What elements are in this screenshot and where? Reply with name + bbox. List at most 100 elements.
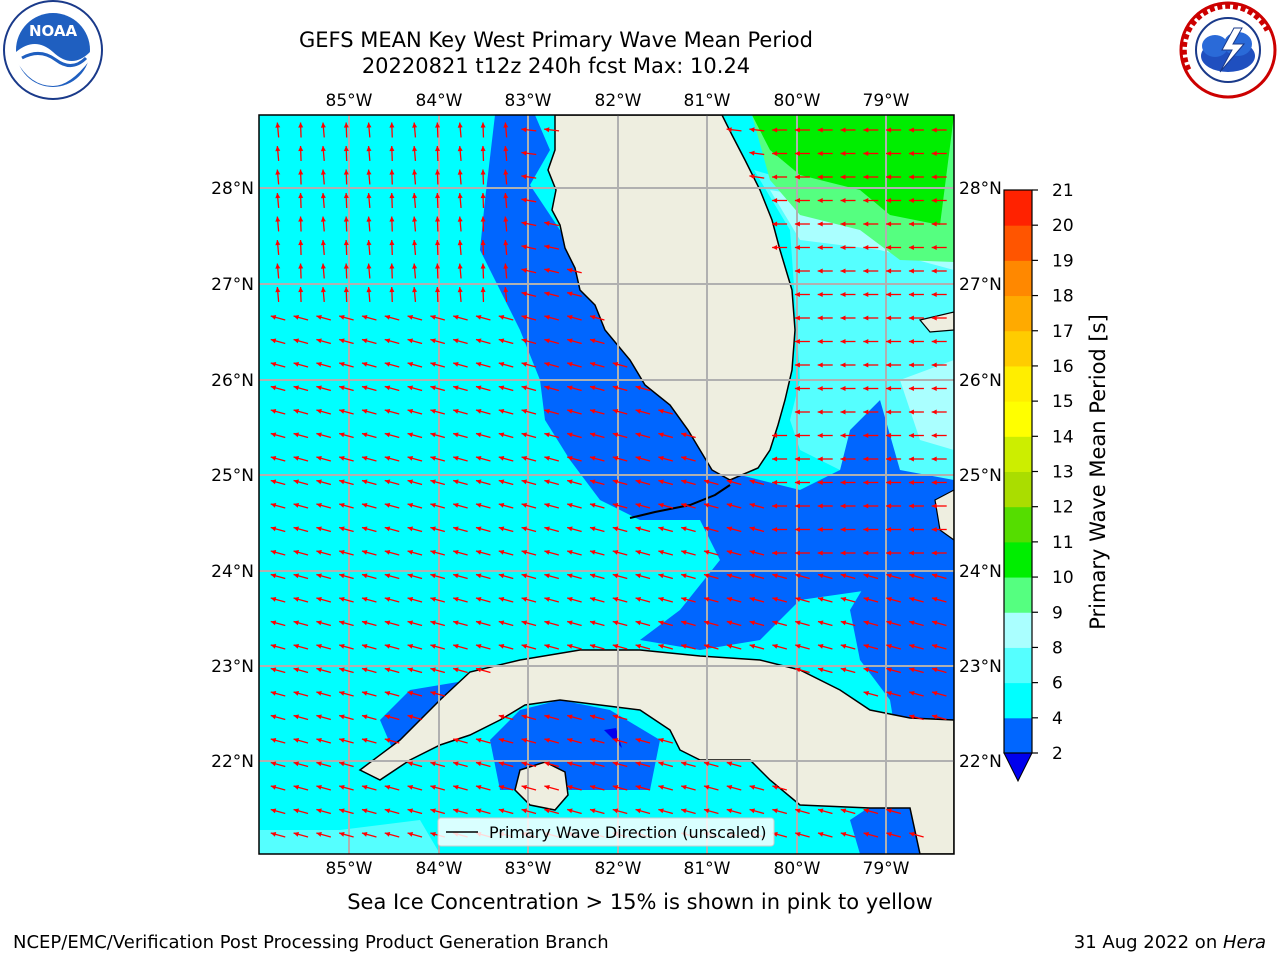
florida-keys — [629, 484, 731, 519]
wave-arrow-head — [480, 287, 486, 293]
wave-arrow-head — [749, 479, 756, 485]
wave-arrow-head — [498, 737, 505, 743]
wave-arrow-head — [886, 268, 892, 274]
wave-arrow-head — [316, 526, 322, 532]
wave-arrow-head — [931, 221, 937, 227]
wave-arrow-head — [435, 122, 441, 128]
wave-arrow-head — [863, 127, 869, 133]
wave-arrow-head — [408, 855, 413, 860]
wave-arrow-head — [503, 240, 509, 246]
wave-arrow-head — [794, 292, 800, 297]
wave-arrow-head — [567, 314, 573, 320]
wave-arrow-head — [475, 643, 482, 649]
wave-arrow-head — [817, 292, 823, 297]
colorbar-label: Primary Wave Mean Period [s] — [1086, 314, 1110, 630]
wave-arrow-head — [407, 432, 414, 438]
wave-arrow-head — [794, 315, 800, 321]
wave-arrow-head — [908, 456, 914, 462]
wave-arrow-head — [635, 784, 642, 790]
wave-arrow-head — [293, 408, 300, 414]
wave-arrow-head — [389, 287, 395, 293]
wave-arrow-head — [361, 808, 368, 814]
wave-arrow-head — [749, 573, 756, 579]
wave-arrow-head — [453, 596, 459, 602]
lat-label-right: 25°N — [959, 466, 1002, 486]
wave-arrow-head — [430, 455, 436, 461]
wave-arrow-head — [457, 122, 463, 128]
wave-arrow-head — [635, 549, 642, 555]
wave-arrow-head — [931, 550, 937, 556]
wave-arrow-head — [931, 339, 937, 344]
wave-arrow-head — [612, 737, 619, 743]
wave-arrow-head — [320, 169, 326, 175]
wave-arrow-head — [271, 855, 276, 860]
wave-arrow-head — [886, 198, 892, 203]
wave-arrow-head — [658, 573, 664, 579]
wave-arrow-head — [339, 620, 345, 626]
colorbar-tick-label: 6 — [1052, 674, 1063, 694]
wave-arrow-head — [840, 221, 846, 227]
lat-label-right: 22°N — [959, 752, 1002, 772]
wave-arrow-head — [931, 362, 937, 368]
credit-text: NCEP/EMC/Verification Post Processing Pr… — [13, 932, 609, 953]
wave-arrow-head — [840, 503, 846, 509]
colorbar: 2 4 6 8 9 10 11 12 13 14 15 16 17 18 19 20 21 — [1003, 181, 1074, 783]
wave-arrow-head — [703, 643, 710, 649]
wave-arrow-head — [475, 479, 482, 485]
wave-arrow-head — [794, 268, 800, 274]
wave-arrow-head — [681, 455, 687, 461]
wave-arrow-head — [544, 502, 550, 508]
wave-arrow-head — [635, 737, 642, 743]
wave-arrow-head — [270, 761, 277, 767]
wave-arrow-head — [320, 263, 326, 269]
wave-arrow-head — [635, 573, 642, 579]
wave-arrow-head — [863, 292, 869, 297]
wave-arrow-head — [863, 362, 869, 368]
wave-arrow-head — [366, 169, 372, 175]
date-text: 31 Aug 2022 on — [1073, 932, 1223, 953]
wave-arrow-head — [498, 620, 505, 626]
wave-arrow-head — [316, 502, 322, 508]
wave-arrow-head — [908, 245, 914, 250]
wave-arrow-head — [772, 527, 778, 532]
wave-arrow-head — [840, 268, 846, 274]
wave-arrow-head — [840, 620, 847, 626]
wave-arrow-head — [749, 549, 756, 555]
wave-arrow-head — [316, 667, 322, 673]
wave-arrow-head — [407, 808, 414, 814]
wave-arrow-head — [407, 338, 414, 344]
wave-arrow-head — [863, 550, 869, 556]
lon-label-top: 82°W — [595, 91, 642, 111]
wave-arrow-head — [293, 385, 300, 391]
wave-arrow-head — [430, 314, 436, 320]
wave-arrow-head — [886, 315, 892, 321]
wave-arrow-head — [430, 526, 436, 532]
wave-arrow-head — [407, 314, 414, 320]
wave-arrow-head — [275, 263, 281, 269]
wave-arrow-head — [343, 240, 349, 246]
wave-arrow-head — [863, 456, 869, 462]
wave-arrow-head — [931, 198, 937, 203]
wave-arrow-head — [612, 620, 619, 626]
wave-arrow-head — [817, 198, 823, 203]
wave-arrow-head — [499, 855, 504, 860]
wave-arrow-head — [817, 339, 823, 344]
wave-arrow-head — [841, 855, 846, 860]
wave-arrow-head — [817, 596, 824, 602]
wave-arrow-head — [886, 667, 892, 673]
wave-arrow-head — [863, 151, 869, 156]
wave-arrow-head — [521, 174, 527, 180]
wave-arrow-head — [298, 263, 304, 269]
wave-arrow-head — [544, 267, 550, 273]
wave-arrow-head — [293, 761, 300, 767]
wave-arrow-head — [384, 479, 391, 485]
wave-arrow-head — [544, 737, 550, 743]
wave-arrow-head — [658, 855, 663, 860]
wave-arrow-head — [658, 502, 664, 508]
wave-arrow-head — [703, 549, 710, 555]
wave-arrow-head — [270, 455, 277, 461]
wave-arrow-head — [343, 169, 349, 175]
wave-arrow-head — [339, 314, 345, 320]
wave-arrow-head — [544, 761, 550, 767]
wave-arrow-head — [270, 808, 277, 814]
